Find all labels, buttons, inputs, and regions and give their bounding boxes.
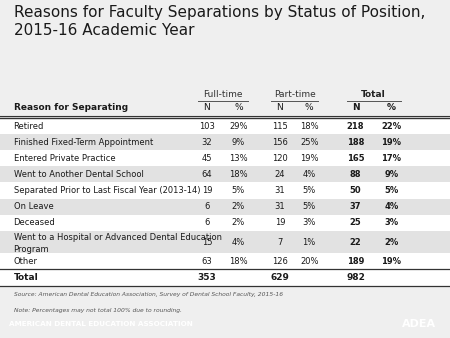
Text: Retired: Retired [14,122,44,131]
Text: 17%: 17% [382,154,401,163]
Text: 165: 165 [346,154,364,163]
Text: 13%: 13% [229,154,248,163]
Text: 31: 31 [274,186,285,195]
Text: 156: 156 [272,138,288,147]
Text: %: % [387,103,396,112]
Text: 63: 63 [202,257,212,266]
Text: 19: 19 [274,218,285,227]
Text: Went to Another Dental School: Went to Another Dental School [14,170,144,179]
Text: 189: 189 [347,257,364,266]
Text: 25: 25 [350,218,361,227]
Text: 19: 19 [202,186,212,195]
Text: 50: 50 [350,186,361,195]
Text: N: N [203,103,211,112]
Text: 19%: 19% [382,138,401,147]
Text: 32: 32 [202,138,212,147]
Bar [0,231,450,253]
Text: ADEA: ADEA [402,319,436,329]
Text: 3%: 3% [384,218,399,227]
Text: Reasons for Faculty Separations by Status of Position,
2015-16 Academic Year: Reasons for Faculty Separations by Statu… [14,5,425,38]
Text: 19%: 19% [300,154,319,163]
Text: Note: Percentages may not total 100% due to rounding.: Note: Percentages may not total 100% due… [14,308,181,313]
Text: 5%: 5% [302,186,316,195]
Text: Entered Private Practice: Entered Private Practice [14,154,115,163]
Text: 18%: 18% [229,170,248,179]
Text: Other: Other [14,257,37,266]
Text: 6: 6 [204,202,210,211]
Text: Total: Total [14,273,38,282]
Text: 24: 24 [274,170,285,179]
Text: 4%: 4% [302,170,316,179]
Text: 115: 115 [272,122,288,131]
Text: 6: 6 [204,218,210,227]
Bar [0,134,450,150]
Text: Deceased: Deceased [14,218,55,227]
Text: 37: 37 [350,202,361,211]
Bar [0,269,450,286]
Bar [0,215,450,231]
Text: 2%: 2% [232,218,245,227]
Text: 4%: 4% [232,238,245,246]
Text: 45: 45 [202,154,212,163]
Text: 25%: 25% [300,138,319,147]
Text: 3%: 3% [302,218,316,227]
Text: 18%: 18% [229,257,248,266]
Bar [0,150,450,166]
Text: 126: 126 [272,257,288,266]
Bar [0,118,450,134]
Text: 22: 22 [350,238,361,246]
Text: N: N [276,103,284,112]
Text: Finished Fixed-Term Appointment: Finished Fixed-Term Appointment [14,138,153,147]
Text: Full-time: Full-time [203,90,243,99]
Text: 88: 88 [350,170,361,179]
Text: 9%: 9% [384,170,399,179]
Text: 7: 7 [277,238,283,246]
Text: 5%: 5% [302,202,316,211]
Text: 20%: 20% [300,257,319,266]
Text: Separated Prior to Last Fiscal Year (2013-14): Separated Prior to Last Fiscal Year (201… [14,186,200,195]
Text: 19%: 19% [382,257,401,266]
Text: 9%: 9% [232,138,245,147]
Text: 1%: 1% [302,238,316,246]
Text: N: N [352,103,359,112]
Text: 4%: 4% [384,202,399,211]
Text: %: % [305,103,314,112]
Bar [0,183,450,198]
Text: 629: 629 [270,273,289,282]
Text: 5%: 5% [384,186,399,195]
Text: On Leave: On Leave [14,202,53,211]
Text: 2%: 2% [384,238,399,246]
Text: Source: American Dental Education Association, Survey of Dental School Faculty, : Source: American Dental Education Associ… [14,292,283,297]
Text: 103: 103 [199,122,215,131]
Text: 31: 31 [274,202,285,211]
Text: 5%: 5% [232,186,245,195]
Text: 188: 188 [347,138,364,147]
Text: 18%: 18% [300,122,319,131]
Text: Reason for Separating: Reason for Separating [14,103,128,112]
Bar [0,166,450,183]
Text: 353: 353 [198,273,216,282]
Text: Went to a Hospital or Advanced Dental Education
Program: Went to a Hospital or Advanced Dental Ed… [14,233,221,254]
Text: 22%: 22% [382,122,401,131]
Text: Part-time: Part-time [274,90,315,99]
Text: 982: 982 [346,273,365,282]
Text: Total: Total [361,90,386,99]
Text: %: % [234,103,243,112]
Bar [0,198,450,215]
Text: 64: 64 [202,170,212,179]
Text: 15: 15 [202,238,212,246]
Text: 218: 218 [347,122,364,131]
Text: AMERICAN DENTAL EDUCATION ASSOCIATION: AMERICAN DENTAL EDUCATION ASSOCIATION [9,321,193,327]
Bar [0,253,450,269]
Text: 29%: 29% [229,122,248,131]
Text: 2%: 2% [232,202,245,211]
Text: 120: 120 [272,154,288,163]
